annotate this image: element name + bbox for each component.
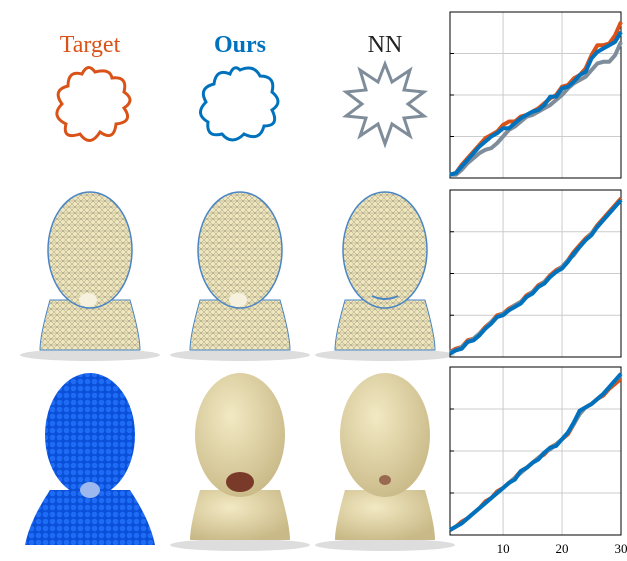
head-row-1 xyxy=(20,192,455,361)
shape-row xyxy=(57,64,424,144)
series-line xyxy=(450,200,621,354)
nn-shape xyxy=(346,64,424,144)
x-tick-label: 20 xyxy=(556,541,569,556)
x-tick-label: 30 xyxy=(615,541,627,556)
series-line xyxy=(450,200,621,352)
series-line xyxy=(450,198,621,352)
target-shape xyxy=(57,67,130,140)
head-row-2 xyxy=(25,373,455,551)
figure: Target Ours NN 10 20 30 xyxy=(0,0,627,556)
column-header: Ours xyxy=(214,32,266,58)
x-tick-label: 10 xyxy=(497,541,510,556)
column-header: Target xyxy=(60,32,121,58)
ours-shape xyxy=(200,68,278,140)
column-header: NN xyxy=(368,32,403,58)
series-line xyxy=(450,374,621,530)
